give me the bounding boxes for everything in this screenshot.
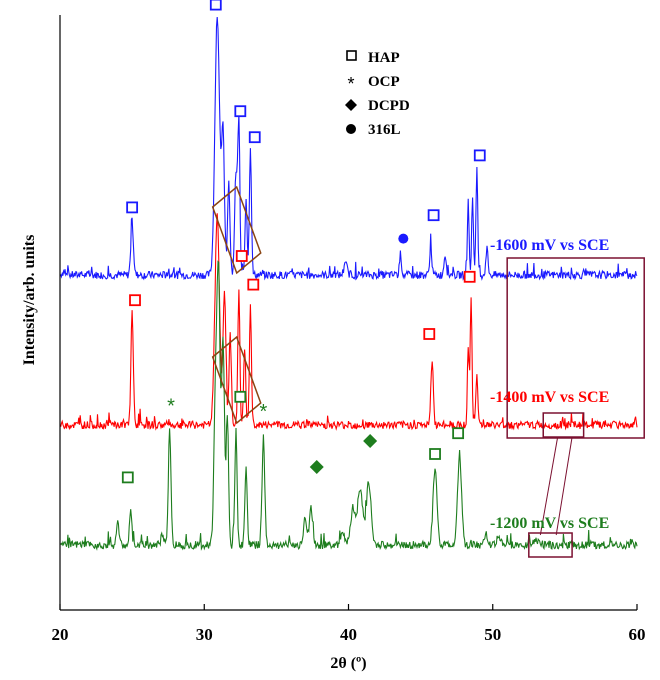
legend-ocp-icon: *: [347, 74, 354, 94]
y-axis-title: Intensity/arb. units: [21, 235, 38, 366]
ocp-marker: *: [259, 401, 267, 423]
legend-label: HAP: [368, 50, 400, 66]
ocp-marker: *: [167, 396, 175, 418]
x-tick-label: 40: [340, 625, 357, 644]
hap-marker: [209, 0, 222, 11]
series-label: -1600 mV vs SCE: [490, 237, 609, 254]
series-line: [60, 213, 638, 431]
highlight-box-layer: [211, 185, 645, 558]
axes-layer: 20 30 40 50 60 2θ (º) Intensity/arb. units: [21, 15, 646, 672]
hap-marker: [234, 105, 247, 118]
series-line: [60, 260, 638, 551]
hap-marker: [427, 209, 440, 222]
legend-hap-icon: [346, 50, 357, 61]
legend-dcpd-icon: [345, 99, 357, 111]
x-tick-label: 30: [196, 625, 213, 644]
series-layer: [60, 16, 638, 551]
legend: HAP * OCP DCPD 316L: [345, 50, 410, 138]
annotation-layer: * *: [121, 0, 486, 484]
hap-marker: [235, 250, 248, 262]
hap-marker: [463, 270, 476, 283]
series-label-layer: -1600 mV vs SCE -1400 mV vs SCE -1200 mV v…: [490, 237, 609, 532]
hap-marker: [129, 294, 141, 307]
hap-marker: [429, 448, 441, 460]
legend-316l-icon: [346, 124, 356, 134]
x-tick-label: 50: [484, 625, 501, 644]
legend-label: 316L: [368, 122, 401, 138]
series-label: -1400 mV vs SCE: [490, 389, 609, 406]
hap-marker: [248, 131, 261, 144]
hap-marker: [452, 427, 465, 440]
hap-marker: [121, 471, 134, 484]
x-tick-label: 60: [629, 625, 646, 644]
highlight-box: [211, 335, 262, 425]
dcpd-marker: [309, 460, 324, 474]
inset-connector: [539, 436, 559, 536]
x-axis-title: 2θ (º): [330, 655, 366, 672]
hap-marker: [473, 149, 486, 162]
hap-marker: [234, 390, 247, 403]
dcpd-marker: [363, 434, 378, 448]
legend-label: OCP: [368, 74, 400, 90]
series-label: -1200 mV vs SCE: [490, 515, 609, 532]
hap-marker: [423, 328, 436, 340]
hap-marker: [247, 278, 260, 291]
legend-label: DCPD: [368, 98, 410, 114]
316l-marker: [398, 233, 409, 244]
hap-marker: [126, 201, 139, 214]
inset-box: [506, 257, 645, 439]
highlight-box: [542, 412, 585, 438]
highlight-box: [211, 185, 262, 275]
x-tick-label: 20: [52, 625, 69, 644]
series-line: [60, 16, 638, 281]
highlight-box: [528, 532, 573, 558]
inset-connector: [555, 436, 573, 536]
